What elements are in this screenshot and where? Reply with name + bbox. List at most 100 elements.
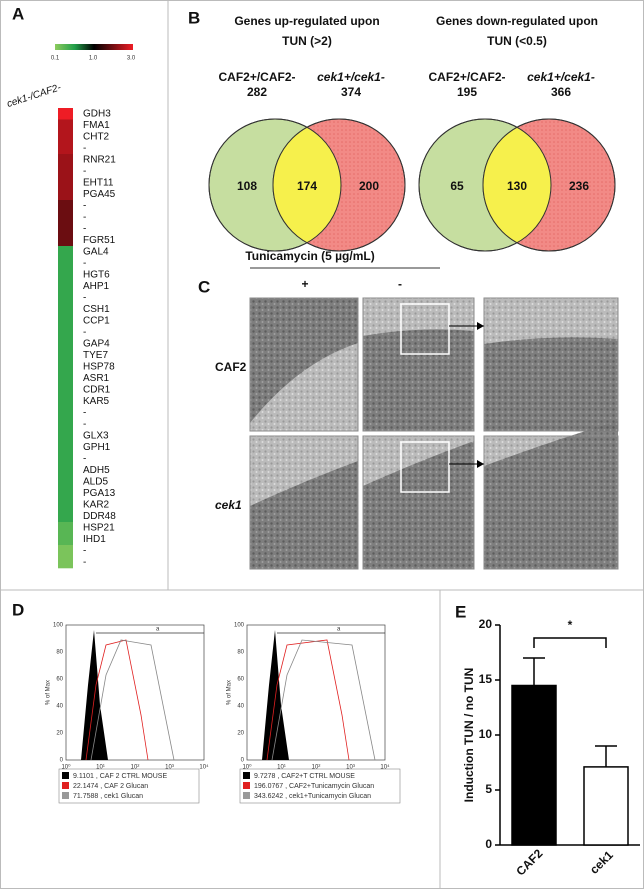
heatmap-cell — [58, 464, 73, 477]
plot-frame — [246, 624, 386, 761]
venn-title: TUN (<0.5) — [487, 34, 547, 48]
column-label: + — [301, 277, 308, 291]
gene-label: DDR48 — [83, 511, 116, 522]
heatmap-cell — [58, 418, 73, 431]
legend-box — [239, 768, 401, 804]
x-tick-label: 10² — [312, 765, 321, 771]
y-tick-label: 40 — [56, 704, 63, 710]
y-tick-label: 0 — [485, 837, 492, 851]
gene-label: ALD5 — [83, 476, 108, 487]
panel-label: E — [455, 602, 466, 621]
heatmap-cell — [58, 211, 73, 224]
legend-swatch — [62, 782, 69, 789]
gene-label: CSH1 — [83, 304, 110, 315]
heatmap-cell — [58, 453, 73, 465]
gene-label: GAP4 — [83, 338, 110, 349]
y-axis-label: % of Max — [46, 680, 52, 705]
panel-label: C — [198, 277, 210, 296]
gene-label: GAL4 — [83, 246, 109, 257]
micrograph-dark — [484, 337, 618, 431]
set-total: 195 — [457, 85, 477, 99]
y-axis-label: Induction TUN / no TUN — [462, 668, 476, 803]
y-tick-label: 40 — [237, 704, 244, 710]
heatmap-cell — [58, 476, 73, 488]
x-tick-label: 10⁰ — [242, 764, 252, 771]
micrograph-border — [249, 435, 359, 570]
set-total: 366 — [551, 85, 571, 99]
heatmap-cell — [58, 395, 73, 408]
x-tick-label: 10⁴ — [199, 764, 209, 771]
heatmap-cell — [58, 372, 73, 385]
y-tick-label: 20 — [479, 617, 493, 631]
heatmap-cell — [58, 487, 73, 500]
gene-label: HGT6 — [83, 269, 110, 280]
legend-swatch — [62, 772, 69, 779]
x-tick-label: 10³ — [165, 765, 174, 771]
venn-count: 200 — [359, 179, 379, 193]
heatmap-cell — [58, 533, 73, 546]
gene-label: IHD1 — [83, 534, 106, 545]
gene-label: - — [83, 166, 86, 177]
arrow-head — [477, 460, 484, 468]
y-tick-label: 15 — [479, 672, 493, 686]
micrograph-border — [483, 297, 619, 432]
legend-swatch — [62, 792, 69, 799]
set-name: CAF2+/CAF2- — [428, 70, 505, 84]
heatmap-cell — [58, 269, 73, 281]
heatmap-cell — [58, 200, 73, 212]
y-tick-label: 0 — [60, 758, 64, 764]
bar — [583, 766, 629, 846]
x-tick-label: cek1 — [587, 848, 616, 877]
heatmap-cell — [58, 522, 73, 534]
gene-label: GLX3 — [83, 430, 109, 441]
venn-outline — [482, 118, 616, 252]
histogram — [271, 639, 376, 761]
set-name: cek1+/cek1- — [317, 70, 385, 84]
venn-overlap — [483, 119, 551, 251]
gene-label: - — [83, 407, 86, 418]
x-tick-label: 10² — [131, 765, 140, 771]
micrograph-dark — [363, 329, 474, 431]
column-label: cek1-/CAF2- — [6, 82, 63, 110]
y-tick-label: 100 — [53, 623, 64, 629]
histogram — [266, 639, 350, 761]
micrograph-border — [483, 435, 619, 570]
legend-entry: 196.0767 , CAF2+Tunicamycin Glucan — [254, 783, 374, 790]
heatmap-cell — [58, 280, 73, 293]
heatmap-cell — [58, 441, 73, 454]
legend-swatch — [243, 772, 250, 779]
gate-label: a — [337, 627, 341, 633]
legend-entry: 71.7588 , cek1 Glucan — [73, 793, 143, 800]
gene-label: - — [83, 143, 86, 154]
gene-label: - — [83, 200, 86, 211]
x-tick-label: 10¹ — [96, 765, 105, 771]
bar — [511, 684, 557, 846]
venn-outline — [208, 118, 342, 252]
gene-label: - — [83, 292, 86, 303]
scale-label: 0.1 — [51, 56, 60, 62]
gene-label: HSP21 — [83, 522, 115, 533]
heatmap-cell — [58, 165, 73, 178]
heatmap-cell — [58, 499, 73, 511]
heatmap-cell — [58, 154, 73, 166]
gene-label: CHT2 — [83, 131, 110, 142]
heatmap-cell — [58, 142, 73, 155]
set-name: CAF2+/CAF2- — [218, 70, 295, 84]
histogram — [90, 639, 175, 761]
heatmap-cell — [58, 188, 73, 201]
zoom-box — [400, 303, 450, 355]
gene-label: RNR21 — [83, 154, 116, 165]
gene-label: - — [83, 545, 86, 556]
gene-label: ASR1 — [83, 373, 110, 384]
y-tick-label: 0 — [241, 758, 245, 764]
set-total: 374 — [341, 85, 361, 99]
treatment: Tunicamycin (5 µg/mL) — [245, 249, 374, 263]
y-tick-label: 10 — [479, 727, 493, 741]
micrograph-border — [362, 435, 475, 570]
gene-label: ADH5 — [83, 465, 110, 476]
heatmap-cell — [58, 177, 73, 189]
plot-frame — [65, 624, 205, 761]
y-axis-label: % of Max — [227, 680, 233, 705]
heatmap-cell — [58, 407, 73, 419]
